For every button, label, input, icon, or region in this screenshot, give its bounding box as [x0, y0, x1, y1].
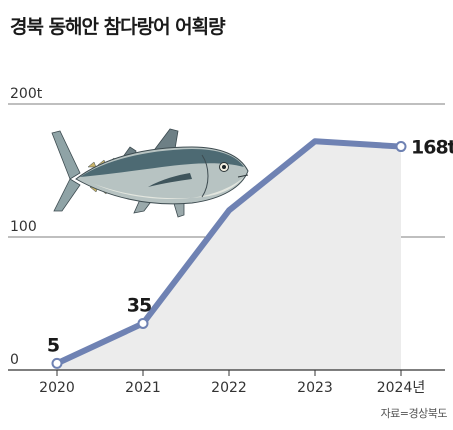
x-tick-label: 2023 — [297, 380, 333, 396]
y-tick-label: 200t — [10, 86, 43, 102]
data-point — [137, 317, 149, 329]
x-tick-label: 2020 — [39, 380, 75, 396]
data-label: 35 — [127, 294, 151, 316]
series-line — [54, 138, 404, 367]
y-tick-label: 0 — [10, 352, 19, 368]
data-point — [51, 357, 63, 369]
x-tick-label: 2024년 — [377, 380, 426, 396]
area-fill — [57, 141, 401, 370]
y-tick-label: 100 — [10, 219, 37, 235]
data-point — [395, 141, 407, 153]
data-label: 5 — [47, 334, 59, 356]
x-tick-label: 2022 — [211, 380, 247, 396]
tuna-fish-illustration — [51, 128, 249, 218]
chart-title: 경북 동해안 참다랑어 어획량 — [10, 16, 226, 38]
data-label: 168t — [411, 137, 453, 159]
x-tick-label: 2021 — [125, 380, 161, 396]
source-note: 자료=경상북도 — [380, 407, 448, 420]
